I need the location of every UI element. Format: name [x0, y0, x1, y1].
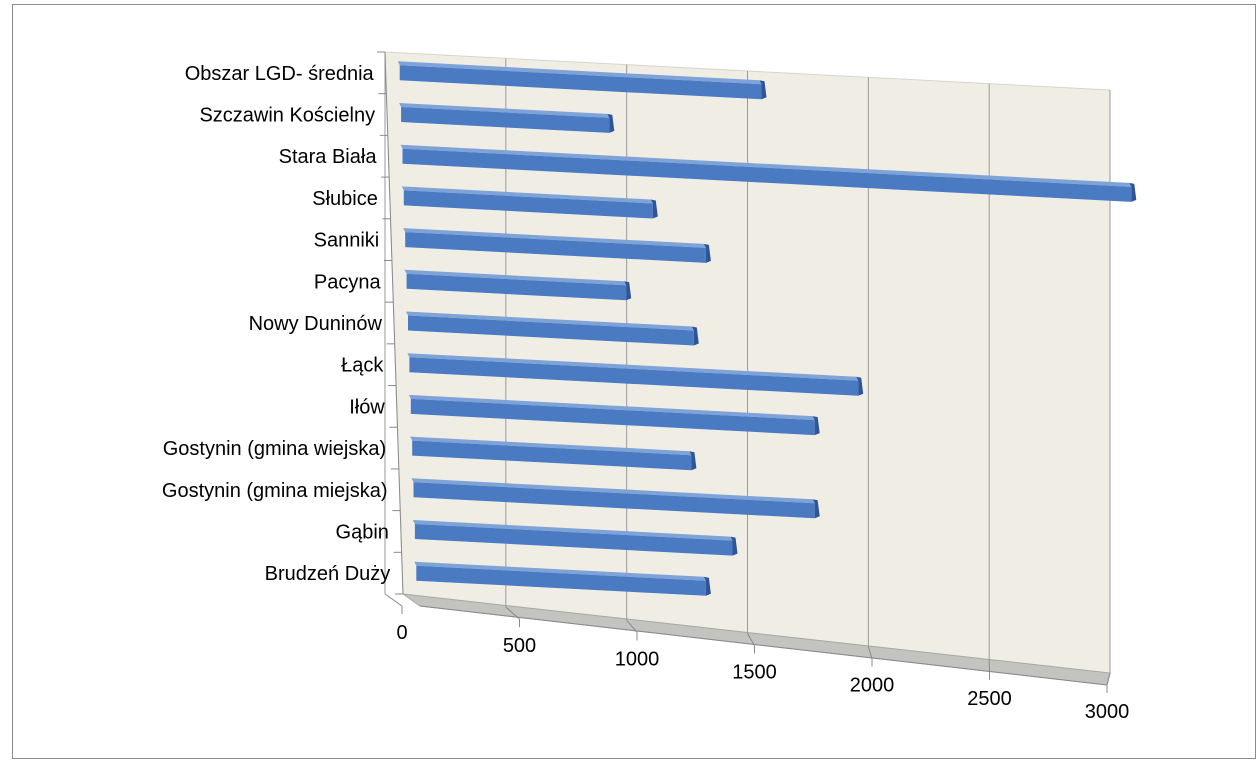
bar-top-face: [408, 394, 815, 421]
category-label: Słubice: [312, 188, 378, 210]
bar-end-cap: [703, 576, 711, 596]
bar-top-face: [414, 561, 706, 581]
bar-top-face: [397, 61, 762, 85]
bar-top-face: [406, 311, 694, 331]
bar-end-cap: [689, 451, 697, 471]
category-labels: Obszar LGD- średnia Szczawin Kościelny Sta…: [162, 63, 390, 585]
value-axis-tick-label: 0: [396, 622, 407, 644]
bar: [412, 520, 738, 556]
bar-front-face: [406, 273, 627, 301]
bar-top-face: [399, 103, 610, 118]
bar: [407, 353, 864, 396]
bar-end-cap: [624, 281, 632, 301]
category-label: Stara Biała: [279, 146, 378, 168]
category-label: Nowy Duninów: [249, 313, 383, 335]
category-label: Iłów: [349, 396, 385, 418]
category-label: Szczawin Kościelny: [199, 105, 375, 127]
floor-gridline: [384, 593, 403, 607]
bar-top-face: [404, 269, 627, 286]
bar-end-cap: [607, 113, 615, 133]
bar: [399, 103, 615, 133]
value-axis-line: [419, 605, 1108, 686]
bar: [397, 61, 767, 100]
bar-end-cap: [856, 376, 864, 396]
bar-front-face: [399, 65, 762, 100]
bar-top-face: [407, 353, 859, 381]
bar-top-face: [401, 186, 653, 204]
category-label: Brudzeń Duży: [265, 563, 391, 585]
category-label: Obszar LGD- średnia: [185, 63, 375, 85]
bar: [400, 144, 1137, 202]
category-label: Sanniki: [314, 230, 380, 252]
floor-gridline: [1106, 672, 1111, 686]
value-axis-tick-label: 1000: [615, 648, 660, 670]
floor-gridline: [747, 633, 755, 646]
category-label: Pacyna: [314, 271, 382, 293]
bar-end-cap: [703, 243, 711, 263]
bar-front-face: [408, 315, 694, 346]
bar: [403, 228, 711, 263]
bar-front-face: [405, 232, 706, 263]
bar-top-face: [400, 144, 1132, 187]
bar-top-face: [412, 520, 733, 541]
bar-front-face: [409, 357, 859, 396]
value-axis-tick-label: 3000: [1085, 701, 1130, 723]
bar-end-cap: [812, 416, 820, 436]
bar: [408, 394, 820, 436]
category-label: Gostynin (gmina miejska): [162, 480, 388, 502]
bar-front-face: [401, 107, 610, 133]
gridlines: [384, 52, 1111, 686]
bar-front-face: [403, 190, 653, 219]
bar-end-cap: [759, 80, 767, 100]
bar-front-face: [414, 524, 733, 556]
bar-front-face: [402, 148, 1132, 202]
axis-lines: [377, 51, 1108, 693]
value-axis-tick-label: 2000: [850, 675, 895, 697]
value-axis-tick-label: 2500: [967, 688, 1012, 710]
bar: [411, 478, 820, 519]
bar: [404, 269, 632, 301]
bar-end-cap: [730, 536, 738, 556]
category-label: Gostynin (gmina wiejska): [163, 438, 386, 460]
bar-end-cap: [812, 499, 820, 519]
category-label: Łąck: [341, 355, 384, 377]
bar-end-cap: [1129, 182, 1137, 202]
bar-front-face: [413, 482, 815, 519]
bar-end-cap: [691, 326, 699, 346]
bar: [401, 186, 658, 219]
bar: [406, 311, 699, 346]
bars: [397, 61, 1137, 596]
value-axis-labels: 0 500 1000 1500 2000 2500 3000: [396, 622, 1129, 723]
bar-front-face: [416, 565, 706, 596]
bar-front-face: [410, 398, 815, 436]
value-axis-tick-label: 500: [503, 635, 536, 657]
floor-gridline: [867, 646, 873, 659]
category-axis-line: [384, 51, 404, 595]
bar-end-cap: [650, 199, 658, 219]
bar: [410, 436, 697, 471]
bar: [414, 561, 711, 596]
bar-top-face: [403, 228, 706, 248]
bar-top-face: [410, 436, 692, 456]
bar-top-face: [411, 478, 815, 504]
value-axis-tick-label: 1500: [732, 662, 777, 684]
category-label: Gąbin: [336, 521, 389, 543]
bar-front-face: [412, 440, 692, 471]
